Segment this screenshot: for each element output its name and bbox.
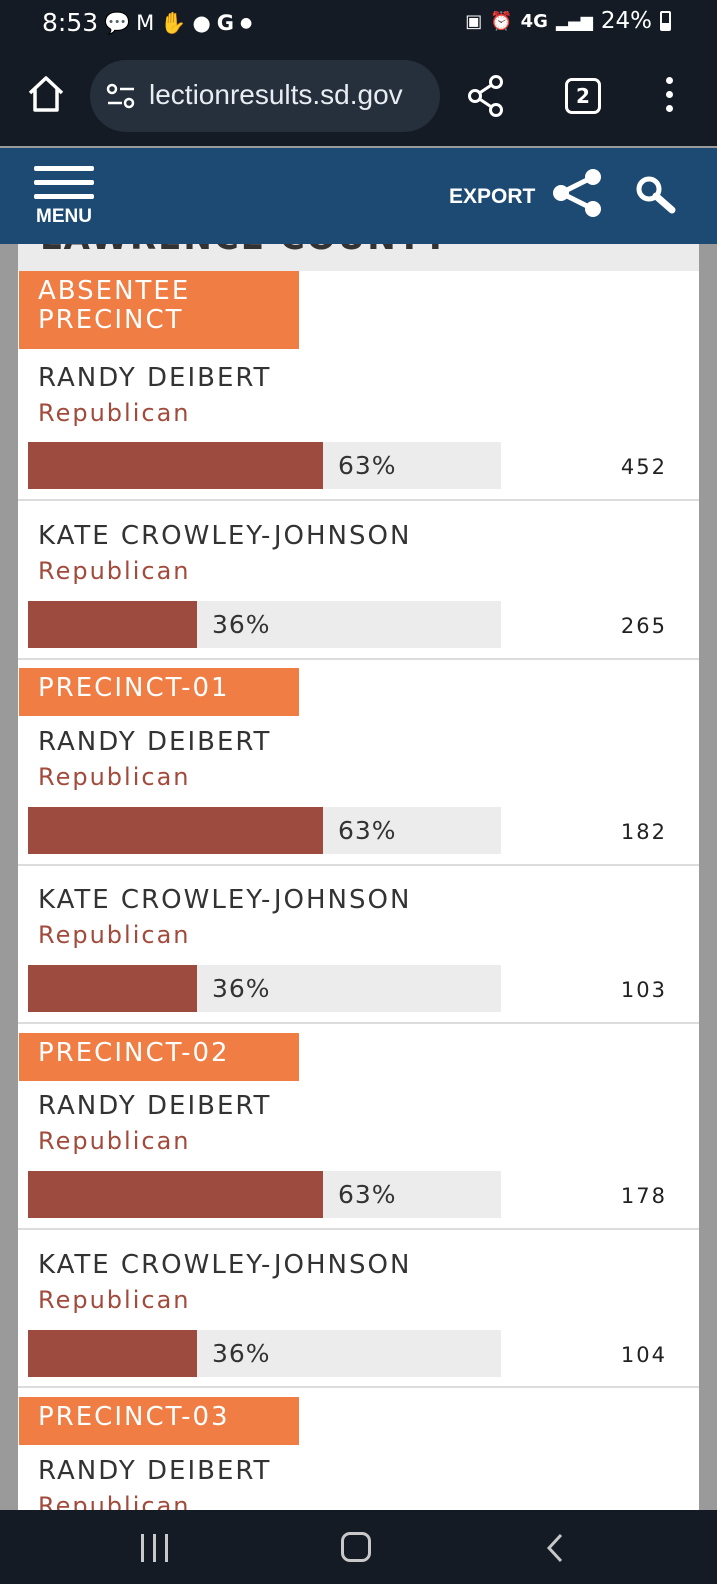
vote-percent: 36% [212, 1339, 271, 1368]
network-type: 4G [520, 10, 548, 32]
home-icon[interactable] [26, 74, 66, 114]
candidate-name: KATE CROWLEY-JOHNSON [38, 885, 412, 915]
system-nav-bar [0, 1510, 717, 1584]
precinct-badge: PRECINCT-01 [19, 668, 299, 716]
divider [18, 1228, 699, 1230]
divider [18, 864, 699, 866]
status-right: ▣ ⏰ 4G ▂▄▆ 24% [465, 8, 671, 34]
share-icon[interactable] [550, 168, 604, 218]
account-icon: ● [192, 11, 211, 35]
vote-count: 265 [620, 614, 667, 638]
vote-bar-fill [28, 442, 323, 489]
vote-percent: 63% [338, 451, 397, 480]
results-panel: LAWRENCE COUNTY ABSENTEE PRECINCT RANDY … [18, 244, 699, 1510]
divider [18, 1022, 699, 1024]
site-header: MENU EXPORT [0, 148, 717, 244]
back-icon[interactable] [545, 1532, 565, 1564]
candidate-name: KATE CROWLEY-JOHNSON [38, 521, 412, 551]
menu-label[interactable]: MENU [36, 206, 92, 227]
status-bar: 8:53 💬 M ✋ ● G ● ▣ ⏰ 4G ▂▄▆ 24% [0, 0, 717, 50]
url-text: lectionresults.sd.gov [149, 79, 403, 110]
address-bar[interactable]: lectionresults.sd.gov [90, 60, 440, 132]
home-nav-icon[interactable] [341, 1532, 371, 1562]
vote-bar: 36% [28, 601, 501, 648]
vote-count: 103 [620, 978, 667, 1002]
precinct-badge: PRECINCT-03 [19, 1397, 299, 1445]
vote-bar: 63% [28, 1171, 501, 1218]
candidate-party: Republican [38, 399, 191, 427]
vote-bar-fill [28, 1171, 323, 1218]
chat-icon: 💬 [104, 11, 131, 35]
candidate-party: Republican [38, 763, 191, 791]
vote-bar: 63% [28, 807, 501, 854]
search-icon[interactable] [634, 175, 678, 215]
hand-icon: ✋ [160, 11, 187, 35]
hamburger-icon [34, 166, 94, 171]
vote-bar-fill [28, 601, 197, 648]
battery-percent: 24% [600, 8, 652, 34]
divider [18, 1386, 699, 1388]
candidate-name: RANDY DEIBERT [38, 1091, 272, 1121]
candidate-name: RANDY DEIBERT [38, 363, 272, 393]
candidate-name: RANDY DEIBERT [38, 1456, 272, 1486]
vote-bar-fill [28, 965, 197, 1012]
site-settings-icon[interactable] [106, 82, 136, 110]
candidate-party: Republican [38, 557, 191, 585]
vote-bar: 36% [28, 965, 501, 1012]
vote-count: 452 [620, 455, 667, 479]
share-icon[interactable] [466, 74, 506, 118]
vote-bar-fill [28, 1330, 197, 1377]
precinct-badge: ABSENTEE PRECINCT [19, 271, 299, 349]
browser-toolbar: lectionresults.sd.gov 2 [0, 50, 717, 146]
dot-icon: ● [240, 15, 253, 31]
status-time: 8:53 [42, 8, 99, 37]
vote-bar: 36% [28, 1330, 501, 1377]
signal-icon: ▂▄▆ [555, 11, 593, 31]
recents-icon[interactable] [141, 1534, 168, 1562]
vote-percent: 63% [338, 1180, 397, 1209]
vote-count: 182 [620, 820, 667, 844]
battery-icon [660, 11, 671, 31]
lock-icon: ▣ [465, 10, 483, 32]
vote-bar-fill [28, 807, 323, 854]
more-options-icon[interactable] [664, 77, 674, 117]
export-button[interactable]: EXPORT [449, 185, 536, 208]
alarm-icon: ⏰ [490, 10, 513, 32]
vote-bar: 63% [28, 442, 501, 489]
vote-count: 104 [620, 1343, 667, 1367]
candidate-name: RANDY DEIBERT [38, 727, 272, 757]
vote-percent: 36% [212, 610, 271, 639]
google-icon: G [216, 11, 235, 35]
candidate-party: Republican [38, 1492, 191, 1510]
vote-percent: 36% [212, 974, 271, 1003]
notification-icons: 💬 M ✋ ● G ● [104, 9, 252, 37]
divider [18, 658, 699, 660]
county-header: LAWRENCE COUNTY [18, 244, 699, 271]
divider [18, 499, 699, 501]
tab-count-button[interactable]: 2 [565, 78, 601, 114]
candidate-party: Republican [38, 921, 191, 949]
candidate-name: KATE CROWLEY-JOHNSON [38, 1250, 412, 1280]
candidate-party: Republican [38, 1127, 191, 1155]
vote-count: 178 [620, 1184, 667, 1208]
candidate-party: Republican [38, 1286, 191, 1314]
menu-button[interactable] [34, 166, 96, 236]
vote-percent: 63% [338, 816, 397, 845]
gmail-icon: M [136, 11, 155, 35]
county-title: LAWRENCE COUNTY [40, 244, 450, 258]
precinct-badge: PRECINCT-02 [19, 1033, 299, 1081]
